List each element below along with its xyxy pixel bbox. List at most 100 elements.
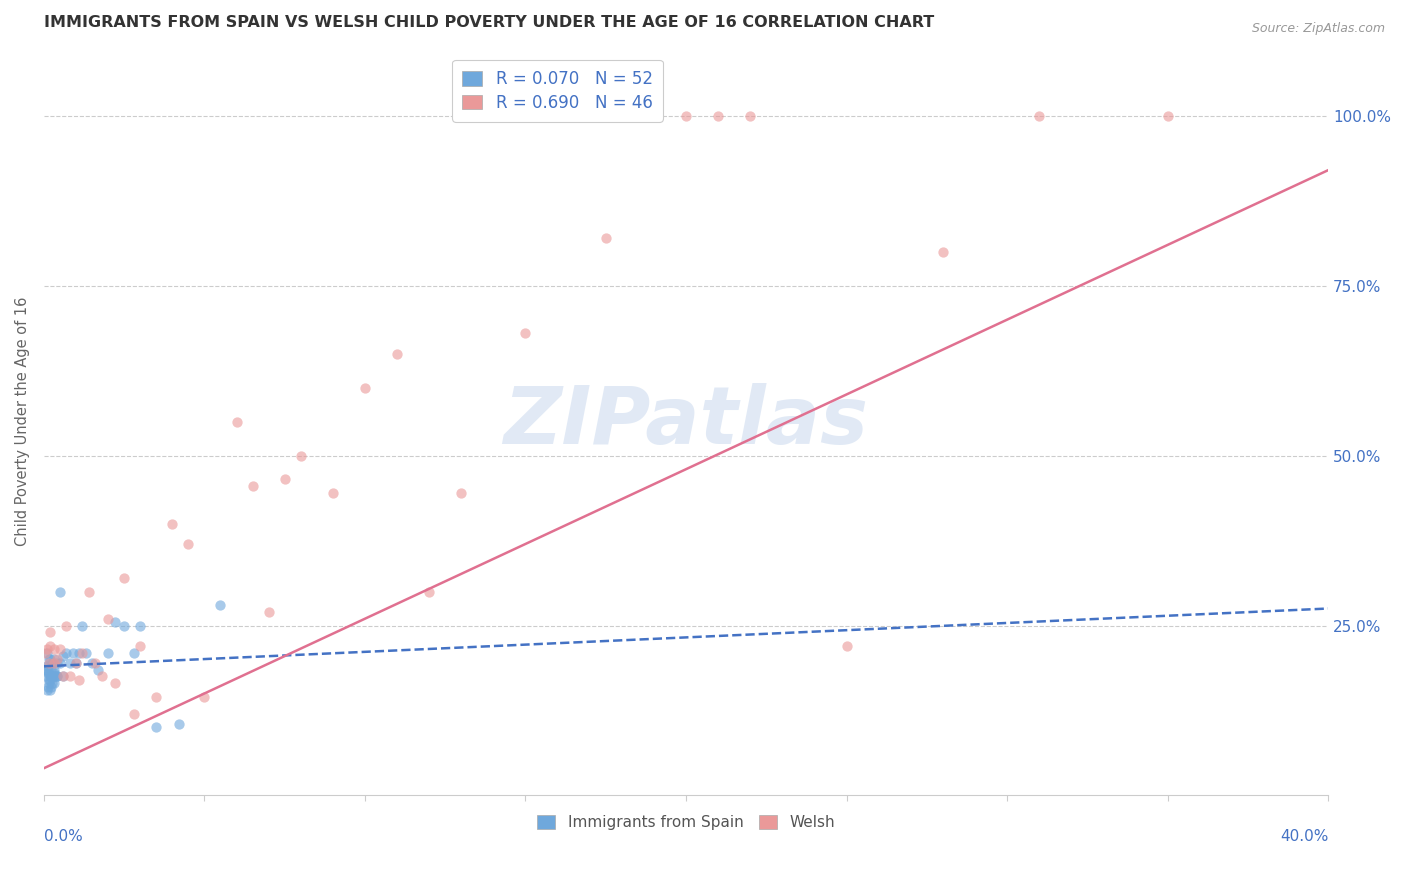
Point	[39, 683, 62, 698]
Point	[129, 618, 152, 632]
Point	[65, 656, 87, 670]
Point	[44, 669, 66, 683]
Point	[112, 618, 135, 632]
Point	[418, 584, 440, 599]
Point	[34, 646, 56, 660]
Point	[41, 656, 63, 670]
Point	[35, 642, 58, 657]
Point	[97, 646, 120, 660]
Point	[87, 663, 110, 677]
Point	[273, 472, 295, 486]
Point	[42, 676, 65, 690]
Text: IMMIGRANTS FROM SPAIN VS WELSH CHILD POVERTY UNDER THE AGE OF 16 CORRELATION CHA: IMMIGRANTS FROM SPAIN VS WELSH CHILD POV…	[44, 15, 934, 30]
Text: 0.0%: 0.0%	[44, 829, 83, 844]
Point	[515, 326, 537, 341]
Point	[675, 109, 697, 123]
Point	[209, 598, 232, 612]
Point	[39, 680, 62, 694]
Point	[122, 706, 145, 721]
Point	[34, 669, 56, 683]
Point	[42, 656, 65, 670]
Point	[49, 642, 72, 657]
Point	[39, 669, 62, 683]
Point	[52, 669, 75, 683]
Point	[44, 666, 66, 681]
Point	[122, 646, 145, 660]
Text: ZIPatlas: ZIPatlas	[503, 383, 869, 460]
Point	[41, 676, 63, 690]
Point	[1156, 109, 1178, 123]
Point	[835, 639, 858, 653]
Point	[52, 669, 75, 683]
Point	[35, 646, 58, 660]
Point	[49, 656, 72, 670]
Point	[45, 669, 67, 683]
Point	[38, 666, 60, 681]
Point	[55, 618, 77, 632]
Point	[35, 683, 58, 698]
Point	[1028, 109, 1050, 123]
Point	[75, 646, 97, 660]
Point	[44, 652, 66, 666]
Text: Source: ZipAtlas.com: Source: ZipAtlas.com	[1251, 22, 1385, 36]
Point	[37, 666, 59, 681]
Point	[932, 244, 955, 259]
Point	[167, 717, 190, 731]
Point	[42, 663, 65, 677]
Legend: Immigrants from Spain, Welsh: Immigrants from Spain, Welsh	[531, 809, 841, 837]
Point	[52, 649, 75, 664]
Point	[39, 663, 62, 677]
Point	[257, 605, 280, 619]
Point	[37, 680, 59, 694]
Point	[225, 415, 247, 429]
Point	[58, 669, 80, 683]
Point	[65, 656, 87, 670]
Point	[39, 652, 62, 666]
Point	[145, 721, 167, 735]
Point	[39, 639, 62, 653]
Point	[62, 646, 84, 660]
Point	[38, 656, 60, 670]
Point	[58, 656, 80, 670]
Point	[354, 381, 377, 395]
Point	[177, 537, 200, 551]
Y-axis label: Child Poverty Under the Age of 16: Child Poverty Under the Age of 16	[15, 297, 30, 546]
Point	[38, 676, 60, 690]
Point	[290, 449, 312, 463]
Point	[72, 618, 94, 632]
Point	[38, 673, 60, 687]
Point	[103, 676, 125, 690]
Point	[55, 646, 77, 660]
Point	[38, 652, 60, 666]
Point	[707, 109, 730, 123]
Point	[103, 615, 125, 629]
Point	[84, 656, 107, 670]
Point	[97, 612, 120, 626]
Point	[112, 571, 135, 585]
Point	[162, 516, 184, 531]
Point	[90, 669, 112, 683]
Text: 40.0%: 40.0%	[1279, 829, 1329, 844]
Point	[45, 652, 67, 666]
Point	[49, 584, 72, 599]
Point	[38, 669, 60, 683]
Point	[72, 646, 94, 660]
Point	[46, 669, 69, 683]
Point	[67, 646, 90, 660]
Point	[37, 659, 59, 673]
Point	[385, 346, 408, 360]
Point	[42, 642, 65, 657]
Point	[80, 656, 103, 670]
Point	[193, 690, 215, 704]
Point	[67, 673, 90, 687]
Point	[322, 486, 344, 500]
Point	[740, 109, 762, 123]
Point	[77, 584, 100, 599]
Point	[39, 625, 62, 640]
Point	[242, 479, 264, 493]
Point	[595, 231, 617, 245]
Point	[35, 659, 58, 673]
Point	[41, 669, 63, 683]
Point	[129, 639, 152, 653]
Point	[42, 669, 65, 683]
